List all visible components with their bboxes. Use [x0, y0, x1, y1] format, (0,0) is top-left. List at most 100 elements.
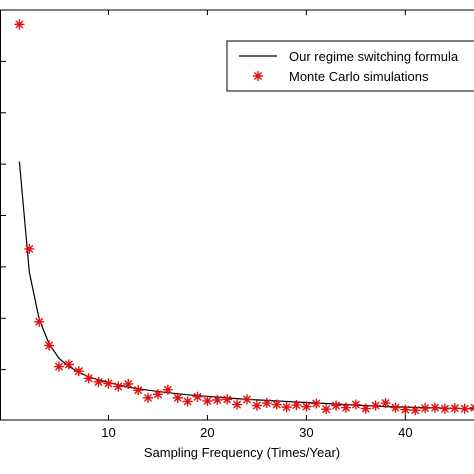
plot-area [14, 19, 474, 416]
data-point-stroke [223, 395, 232, 404]
legend-marker-swatch-stroke [254, 72, 262, 80]
data-point [113, 381, 124, 392]
data-point [419, 402, 431, 414]
data-point-stroke [342, 403, 350, 412]
data-point-stroke [74, 367, 83, 376]
data-point-stroke [114, 382, 123, 391]
data-point-stroke [361, 404, 370, 413]
data-point-stroke [421, 404, 430, 413]
data-point [192, 391, 203, 403]
data-point [439, 403, 451, 414]
data-point [400, 404, 411, 415]
data-point [261, 397, 272, 409]
legend-label: Our regime switching formula [289, 49, 459, 64]
data-point-stroke [124, 380, 133, 388]
data-point [291, 399, 302, 411]
data-point-stroke [322, 405, 331, 414]
data-point-stroke [292, 401, 301, 409]
data-point-stroke [371, 401, 380, 410]
data-point [172, 392, 183, 404]
data-point [123, 378, 134, 390]
data-point [202, 395, 213, 407]
data-point [93, 376, 104, 388]
data-point-stroke [470, 403, 474, 409]
data-point [73, 365, 84, 377]
data-point [162, 384, 174, 395]
data-point [360, 403, 371, 414]
data-point-stroke [253, 401, 261, 410]
data-point-stroke [312, 399, 321, 408]
data-point [231, 399, 243, 410]
data-point-stroke [391, 403, 400, 412]
data-point-stroke [25, 245, 34, 253]
data-point [53, 361, 65, 372]
data-point [24, 243, 35, 255]
data-point-stroke [193, 392, 202, 401]
data-point-stroke [282, 403, 291, 412]
data-point-stroke [450, 404, 459, 413]
data-point [222, 394, 233, 405]
data-point [459, 403, 470, 414]
data-point-stroke [441, 404, 449, 413]
data-point [370, 400, 381, 411]
data-point [330, 400, 342, 411]
data-point [142, 392, 154, 404]
data-point [350, 399, 362, 410]
data-point-stroke [154, 390, 162, 399]
data-point [311, 398, 322, 409]
x-tick-label: 30 [299, 425, 313, 440]
data-point [83, 373, 94, 384]
data-point-stroke [64, 360, 73, 369]
data-point-stroke [45, 341, 53, 350]
data-point-stroke [243, 395, 251, 404]
data-point-stroke [351, 400, 360, 409]
data-point [63, 359, 75, 370]
data-point-stroke [262, 399, 271, 407]
x-axis-title: Sampling Frequency (Times/Year) [144, 445, 340, 460]
data-point-stroke [411, 406, 420, 415]
data-point-stroke [213, 396, 222, 404]
data-point-stroke [15, 20, 24, 29]
data-point-stroke [302, 402, 311, 411]
data-point-stroke [272, 400, 281, 409]
data-point [340, 402, 352, 413]
data-point-stroke [332, 401, 340, 410]
legend: Our regime switching formula Monte Carlo … [226, 40, 474, 92]
data-point-stroke [460, 404, 469, 413]
data-point [103, 378, 114, 389]
data-point-stroke [401, 405, 410, 414]
data-point [271, 399, 282, 410]
data-point-stroke [144, 393, 152, 402]
data-point-stroke [183, 397, 192, 406]
legend-box [226, 40, 474, 92]
data-point-stroke [35, 317, 44, 326]
data-point [241, 394, 253, 405]
data-point [281, 401, 292, 413]
plot-inner [14, 19, 474, 416]
data-point [182, 396, 193, 407]
data-point [320, 403, 332, 415]
x-tick-label: 10 [101, 425, 115, 440]
data-point-stroke [104, 379, 113, 388]
data-point [380, 397, 391, 409]
data-point-stroke [55, 362, 63, 371]
data-point [33, 316, 45, 328]
data-point [410, 405, 421, 416]
data-point-stroke [470, 407, 474, 412]
x-tick-label: 20 [200, 425, 214, 440]
data-point [212, 394, 223, 406]
x-tick-label: 40 [398, 425, 412, 440]
data-point-stroke [163, 385, 172, 394]
data-point [251, 400, 263, 411]
axes: 10 20 30 40 [0, 9, 474, 440]
data-point [43, 340, 55, 351]
legend-marker-swatch [252, 70, 264, 82]
data-point [301, 401, 312, 412]
data-point-stroke [84, 374, 93, 383]
data-point-stroke [203, 397, 212, 405]
data-point-stroke [233, 400, 241, 409]
data-point-stroke [431, 403, 439, 412]
data-point [449, 402, 461, 414]
data-point [469, 402, 474, 413]
